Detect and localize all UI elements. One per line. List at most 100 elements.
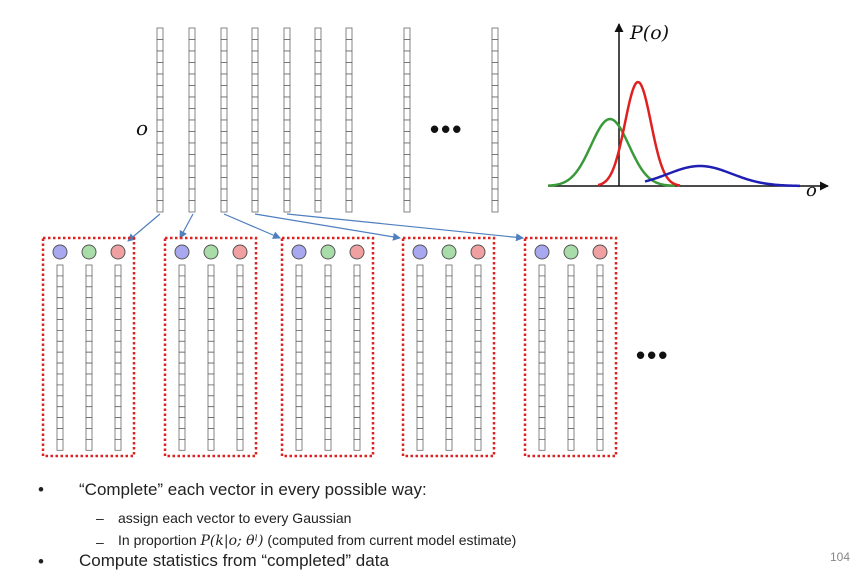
vector-column bbox=[596, 264, 604, 451]
vector-cell bbox=[445, 428, 453, 440]
vector-cell bbox=[178, 428, 186, 440]
vector-cell bbox=[56, 275, 64, 288]
vector-cell bbox=[236, 308, 244, 320]
vector-cell bbox=[596, 264, 604, 277]
vector-cell bbox=[416, 362, 424, 375]
vector-cell bbox=[324, 308, 332, 320]
vector-cell bbox=[207, 286, 215, 299]
vector-cell bbox=[188, 62, 196, 75]
vector-cell bbox=[236, 297, 244, 310]
vector-cell bbox=[283, 131, 291, 144]
vector-cell bbox=[567, 384, 575, 397]
vector-cell bbox=[324, 395, 332, 408]
vector-cell bbox=[474, 340, 482, 353]
vector-cell bbox=[538, 329, 546, 342]
vector-cell bbox=[314, 96, 322, 109]
vector-cell bbox=[314, 154, 322, 167]
vector-cell bbox=[220, 177, 228, 190]
vector-cell bbox=[220, 39, 228, 52]
vector-cell bbox=[236, 264, 244, 277]
vector-cell bbox=[114, 373, 122, 386]
vector-cell bbox=[295, 329, 303, 342]
vector-cell bbox=[324, 406, 332, 419]
vector-cell bbox=[596, 373, 604, 386]
vector-cell bbox=[403, 154, 411, 167]
subbullet-proportion-prefix: In proportion bbox=[118, 532, 201, 548]
vector-cell bbox=[178, 384, 186, 397]
vector-cell bbox=[220, 108, 228, 121]
vector-cell bbox=[416, 395, 424, 408]
vector-cell bbox=[178, 417, 186, 429]
gaussian-circle-green bbox=[203, 244, 219, 260]
vector-cell bbox=[491, 154, 499, 167]
vector-cell bbox=[85, 395, 93, 408]
vector-cell bbox=[188, 96, 196, 109]
group-dotted-border bbox=[280, 236, 375, 458]
vector-cell bbox=[220, 50, 228, 63]
vector-cell bbox=[445, 351, 453, 364]
vector-cell bbox=[207, 329, 215, 342]
vector-cell bbox=[156, 27, 164, 40]
vector-column bbox=[416, 264, 424, 451]
vector-cell bbox=[474, 362, 482, 375]
vector-cell bbox=[156, 96, 164, 109]
vector-cell bbox=[491, 108, 499, 121]
gaussian-curve-green bbox=[547, 117, 676, 188]
vector-cell bbox=[403, 85, 411, 98]
vector-cell bbox=[474, 275, 482, 288]
vector-cell bbox=[188, 50, 196, 63]
vector-cell bbox=[220, 96, 228, 109]
vector-cell bbox=[416, 319, 424, 331]
vector-cell bbox=[567, 297, 575, 310]
vector-cell bbox=[596, 428, 604, 440]
vector-cell bbox=[538, 286, 546, 299]
vector-cell bbox=[178, 275, 186, 288]
vector-cell bbox=[178, 395, 186, 408]
assignment-arrow bbox=[254, 213, 401, 241]
vector-cell bbox=[207, 373, 215, 386]
vector-cell bbox=[445, 417, 453, 429]
vector-cell bbox=[56, 417, 64, 429]
vector-cell bbox=[403, 200, 411, 213]
vector-cell bbox=[445, 362, 453, 375]
vector-cell bbox=[295, 308, 303, 320]
vector-cell bbox=[445, 297, 453, 310]
vector-cell bbox=[251, 131, 259, 144]
vector-cell bbox=[491, 73, 499, 86]
gaussian-curve-blue bbox=[644, 164, 801, 188]
vector-cell bbox=[295, 340, 303, 353]
vector-cell bbox=[56, 373, 64, 386]
subbullet-proportion-suffix: (computed from current model estimate) bbox=[263, 532, 517, 548]
vector-cell bbox=[251, 27, 259, 40]
vector-cell bbox=[353, 428, 361, 440]
vector-cell bbox=[56, 264, 64, 277]
vector-cell bbox=[114, 406, 122, 419]
vector-cell bbox=[236, 384, 244, 397]
vector-cell bbox=[416, 264, 424, 277]
vector-cell bbox=[403, 108, 411, 121]
vector-cell bbox=[188, 142, 196, 155]
vector-cell bbox=[491, 62, 499, 75]
gaussian-circle-blue bbox=[174, 244, 190, 260]
vector-cell bbox=[207, 264, 215, 277]
vector-cell bbox=[56, 406, 64, 419]
dash-marker: – bbox=[96, 510, 104, 526]
dash-marker: – bbox=[96, 534, 104, 550]
vector-cell bbox=[491, 39, 499, 52]
gaussian-circle-green bbox=[563, 244, 579, 260]
vector-cell bbox=[188, 27, 196, 40]
vector-cell bbox=[236, 406, 244, 419]
vector-cell bbox=[114, 264, 122, 277]
vector-cell bbox=[538, 406, 546, 419]
vector-cell bbox=[188, 85, 196, 98]
vector-cell bbox=[491, 96, 499, 109]
vector-column bbox=[283, 27, 291, 213]
vector-cell bbox=[295, 297, 303, 310]
vector-cell bbox=[114, 340, 122, 353]
vector-cell bbox=[283, 85, 291, 98]
vector-cell bbox=[220, 27, 228, 40]
vector-column bbox=[324, 264, 332, 451]
vector-cell bbox=[283, 142, 291, 155]
vector-cell bbox=[416, 351, 424, 364]
vector-cell bbox=[538, 351, 546, 364]
